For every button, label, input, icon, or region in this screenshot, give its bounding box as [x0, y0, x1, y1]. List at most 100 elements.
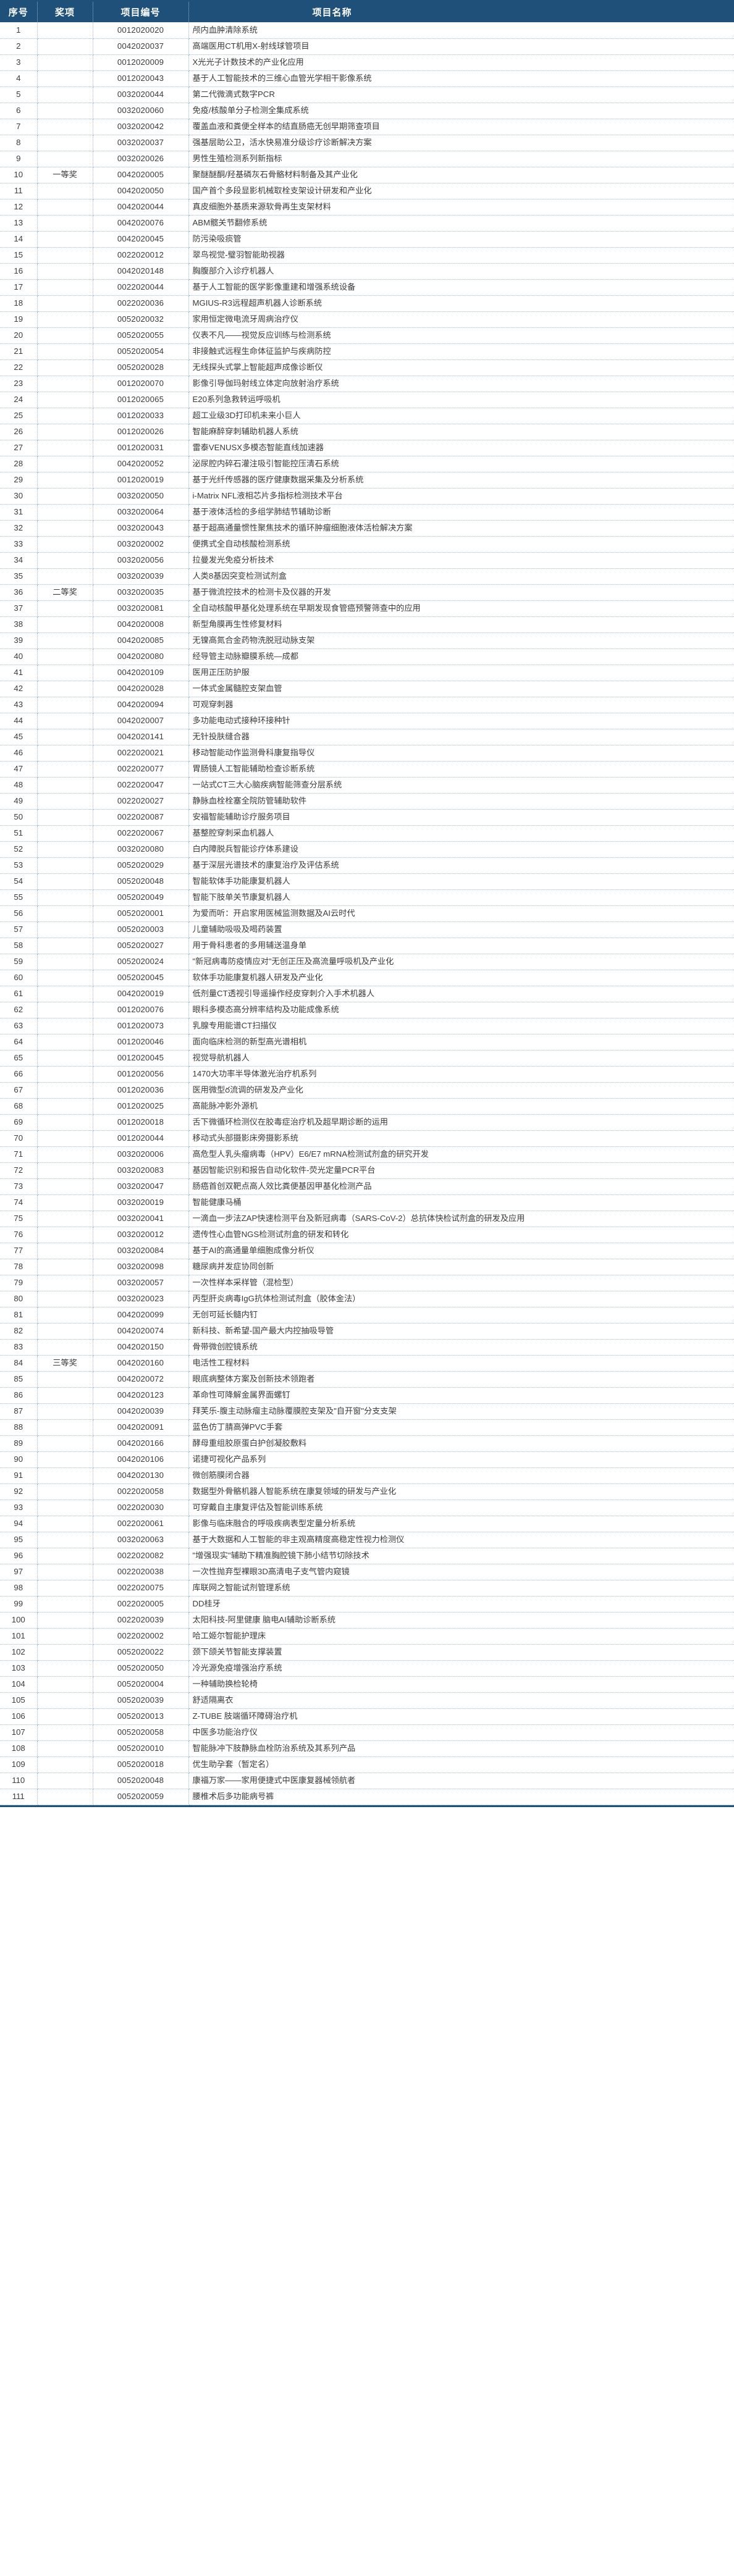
table-row: 29 0012020019 基于光纤传感器的医疗健康数据采集及分析系统 [0, 472, 734, 489]
table-row: 64 0012020046 面向临床检测的新型高光谱相机 [0, 1034, 734, 1051]
cell-project-code: 0032020084 [93, 1243, 189, 1259]
cell-project-code: 0042020008 [93, 616, 189, 633]
table-row: 86 0042020123 革命性可降解金属界面螺钉 [0, 1387, 734, 1404]
cell-award [37, 1114, 93, 1131]
cell-project-name: 全自动核酸甲基化处理系统在早期发现食管癌预警筛查中的应用 [188, 600, 734, 617]
cell-sequence: 23 [0, 375, 38, 392]
cell-project-name: 颈下颌关节智能支撑装置 [188, 1644, 734, 1661]
cell-award [37, 970, 93, 986]
cell-award [37, 103, 93, 119]
cell-project-code: 0052020054 [93, 343, 189, 360]
table-body: 1 0012020020 颅内血肿清除系统 2 0042020037 高端医用CT机用X-… [0, 22, 734, 1805]
cell-sequence: 70 [0, 1130, 38, 1147]
cell-project-name: 诺捷可视化产品系列 [188, 1451, 734, 1468]
cell-sequence: 95 [0, 1532, 38, 1548]
cell-sequence: 85 [0, 1371, 38, 1388]
cell-sequence: 48 [0, 777, 38, 794]
cell-project-name: 肠癌首创双靶点高人效比粪便基因甲基化检测产品 [188, 1178, 734, 1195]
cell-sequence: 37 [0, 600, 38, 617]
table-row: 8 0032020037 强基层助公卫，活水快易准分级诊疗诊断解决方案 [0, 135, 734, 151]
cell-award [37, 938, 93, 954]
cell-project-code: 0042020019 [93, 986, 189, 1002]
cell-project-code: 0052020004 [93, 1676, 189, 1693]
cell-project-code: 0032020023 [93, 1291, 189, 1307]
cell-award [37, 408, 93, 424]
cell-project-name: 影像与临床融合的呼吸疾病表型定量分析系统 [188, 1516, 734, 1532]
cell-project-code: 0052020045 [93, 970, 189, 986]
cell-project-code: 0042020044 [93, 199, 189, 216]
table-row: 18 0022020036 MGIUS-R3远程超声机器人诊断系统 [0, 295, 734, 312]
cell-project-name: 高能脉冲影外源机 [188, 1098, 734, 1115]
cell-award [37, 488, 93, 505]
table-row: 70 0012020044 移动式头部摄影床旁摄影系统 [0, 1130, 734, 1147]
table-row: 11 0042020050 国产首个多段显影机械取栓支架设计研发和产业化 [0, 183, 734, 199]
table-row: 17 0022020044 基于人工智能的医学影像重建和增强系统设备 [0, 279, 734, 296]
table-row: 97 0022020038 一次性抛弃型裸眼3D高清电子支气管内窥镜 [0, 1564, 734, 1580]
cell-sequence: 45 [0, 729, 38, 745]
cell-project-code: 0032020080 [93, 841, 189, 858]
cell-project-code: 0042020050 [93, 183, 189, 199]
column-header-sequence: 序号 [0, 2, 38, 22]
cell-project-code: 0022020038 [93, 1564, 189, 1580]
cell-project-name: ABM髋关节翻修系统 [188, 215, 734, 232]
cell-sequence: 7 [0, 119, 38, 135]
cell-project-code: 0042020148 [93, 263, 189, 280]
cell-sequence: 21 [0, 343, 38, 360]
cell-award [37, 552, 93, 569]
cell-award [37, 38, 93, 55]
cell-sequence: 65 [0, 1050, 38, 1067]
cell-sequence: 22 [0, 359, 38, 376]
cell-project-code: 0032020042 [93, 119, 189, 135]
cell-project-code: 0042020052 [93, 456, 189, 472]
cell-award [37, 311, 93, 328]
cell-project-code: 0042020037 [93, 38, 189, 55]
cell-award [37, 343, 93, 360]
cell-project-code: 0032020081 [93, 600, 189, 617]
cell-sequence: 47 [0, 761, 38, 778]
cell-award [37, 681, 93, 697]
cell-project-code: 0012020033 [93, 408, 189, 424]
cell-project-name: 眼科多模态高分辨率结构及功能成像系统 [188, 1002, 734, 1018]
cell-project-code: 0042020085 [93, 632, 189, 649]
cell-project-name: 儿童辅助吸吸及喝药装置 [188, 921, 734, 938]
table-row: 88 0042020091 蓝色仿丁腈高弹PVC手套 [0, 1419, 734, 1436]
table-row: 105 0052020039 舒适隔离衣 [0, 1692, 734, 1709]
cell-project-code: 0052020010 [93, 1740, 189, 1757]
cell-project-code: 0052020003 [93, 921, 189, 938]
table-row: 53 0052020029 基于深层光谱技术的康复治疗及评估系统 [0, 857, 734, 874]
column-header-project-name: 项目名称 [188, 2, 734, 22]
cell-project-code: 0022020067 [93, 825, 189, 842]
table-row: 40 0042020080 经导管主动脉瓣膜系统—成都 [0, 648, 734, 665]
table-row: 90 0042020106 诺捷可视化产品系列 [0, 1451, 734, 1468]
table-row: 76 0032020012 遗传性心血管NGS检测试剂盒的研发和转化 [0, 1227, 734, 1243]
table-row: 102 0052020022 颈下颌关节智能支撑装置 [0, 1644, 734, 1661]
cell-sequence: 29 [0, 472, 38, 489]
cell-project-name: 拜芙乐-腹主动脉瘤主动脉覆膜腔支架及"自开窗"分支支架 [188, 1403, 734, 1420]
cell-project-name: 无镍高氮合金药物洗脱冠动脉支架 [188, 632, 734, 649]
table-row: 16 0042020148 胸腹部介入诊疗机器人 [0, 263, 734, 280]
table-row: 19 0052020032 家用恒定微电流牙周病治疗仪 [0, 311, 734, 328]
cell-project-code: 0032020019 [93, 1194, 189, 1211]
cell-award [37, 215, 93, 232]
cell-project-code: 0052020055 [93, 327, 189, 344]
cell-award [37, 697, 93, 713]
cell-award [37, 1098, 93, 1115]
cell-award [37, 1050, 93, 1067]
cell-project-name: 医用正压防护服 [188, 665, 734, 681]
cell-project-code: 0032020047 [93, 1178, 189, 1195]
cell-project-name: 国产首个多段显影机械取栓支架设计研发和产业化 [188, 183, 734, 199]
cell-project-code: 0042020099 [93, 1307, 189, 1324]
cell-project-name: 可观穿刺器 [188, 697, 734, 713]
cell-award [37, 954, 93, 970]
cell-sequence: 94 [0, 1516, 38, 1532]
cell-sequence: 72 [0, 1162, 38, 1179]
cell-project-code: 0022020021 [93, 745, 189, 761]
cell-project-code: 0012020043 [93, 70, 189, 87]
cell-project-name: X光光子计数技术的产业化应用 [188, 54, 734, 71]
cell-project-code: 0042020007 [93, 713, 189, 729]
cell-project-name: 太阳科技-阿里健康 脑电AI辅助诊断系统 [188, 1612, 734, 1629]
cell-project-name: 白内障脱兵智能诊疗体系建设 [188, 841, 734, 858]
table-row: 107 0052020058 中医多功能治疗仪 [0, 1724, 734, 1741]
cell-sequence: 36 [0, 584, 38, 601]
cell-project-code: 0032020098 [93, 1259, 189, 1275]
